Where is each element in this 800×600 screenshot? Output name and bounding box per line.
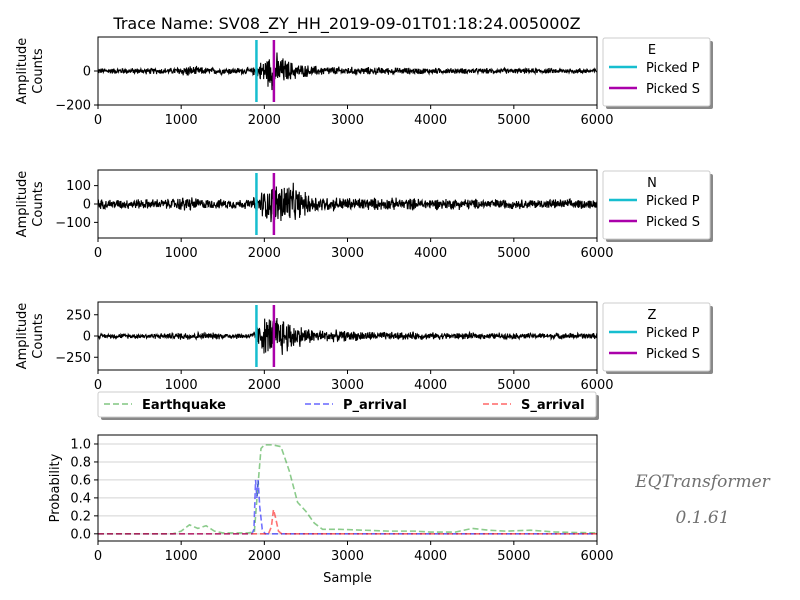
legend-label: Picked S bbox=[646, 82, 700, 97]
panel-probability bbox=[94, 391, 599, 545]
x-tick-label: 5000 bbox=[497, 113, 530, 128]
y-axis-label: Probability bbox=[48, 453, 63, 522]
x-tick-label: 0 bbox=[94, 378, 102, 393]
series-p-arrival bbox=[98, 479, 597, 535]
x-axis-label: Sample bbox=[323, 571, 372, 586]
y-tick-label: −250 bbox=[55, 351, 91, 366]
y-axis-unit-label: Counts bbox=[31, 48, 46, 94]
y-axis-label: Amplitude bbox=[15, 171, 30, 238]
y-tick-label: 0.2 bbox=[70, 509, 91, 524]
x-tick-label: 2000 bbox=[248, 549, 281, 564]
x-tick-label: 6000 bbox=[580, 549, 613, 564]
x-tick-label: 3000 bbox=[331, 113, 364, 128]
y-axis-unit-label: Counts bbox=[31, 313, 46, 359]
x-tick-label: 5000 bbox=[497, 246, 530, 261]
version-signature: 0.1.61 bbox=[675, 508, 730, 528]
series-earthquake bbox=[98, 444, 598, 535]
x-tick-label: 3000 bbox=[331, 378, 364, 393]
y-tick-label: 0.8 bbox=[70, 455, 91, 470]
y-tick-label: 0.4 bbox=[70, 491, 91, 506]
series-s-arrival bbox=[98, 509, 597, 535]
x-tick-label: 6000 bbox=[580, 246, 613, 261]
y-axis-label: Amplitude bbox=[15, 38, 30, 105]
legend-label: Picked P bbox=[646, 194, 700, 209]
y-tick-label: 250 bbox=[66, 308, 91, 323]
y-axis-unit-label: Counts bbox=[31, 181, 46, 227]
x-tick-label: 4000 bbox=[414, 378, 447, 393]
legend-box bbox=[97, 391, 597, 418]
x-tick-label: 5000 bbox=[497, 549, 530, 564]
legend-label: Picked S bbox=[646, 347, 700, 362]
x-tick-label: 6000 bbox=[580, 113, 613, 128]
axes-frame bbox=[97, 434, 598, 542]
x-tick-label: 0 bbox=[94, 549, 102, 564]
x-tick-label: 2000 bbox=[248, 378, 281, 393]
y-axis-label: Amplitude bbox=[15, 303, 30, 370]
legend-label: Picked P bbox=[646, 326, 700, 341]
x-tick-label: 1000 bbox=[165, 246, 198, 261]
legend-label: Picked P bbox=[646, 61, 700, 76]
x-tick-label: 2000 bbox=[248, 113, 281, 128]
x-tick-label: 3000 bbox=[331, 549, 364, 564]
y-tick-label: −100 bbox=[55, 216, 91, 231]
x-tick-label: 1000 bbox=[165, 549, 198, 564]
figure-title: Trace Name: SV08_ZY_HH_2019-09-01T01:18:… bbox=[112, 14, 580, 34]
panel-e bbox=[94, 36, 713, 109]
panel-n bbox=[94, 169, 713, 242]
x-tick-label: 0 bbox=[94, 246, 102, 261]
y-tick-label: 0 bbox=[83, 65, 91, 80]
legend-title: E bbox=[648, 43, 656, 58]
x-tick-label: 4000 bbox=[414, 246, 447, 261]
y-tick-label: 1.0 bbox=[70, 437, 91, 452]
x-tick-label: 6000 bbox=[580, 378, 613, 393]
x-tick-label: 0 bbox=[94, 113, 102, 128]
x-tick-label: 1000 bbox=[165, 378, 198, 393]
legend-title: Z bbox=[648, 308, 657, 323]
y-tick-label: 0 bbox=[83, 198, 91, 213]
x-tick-label: 4000 bbox=[414, 549, 447, 564]
legend-label: Earthquake bbox=[142, 398, 226, 413]
waveform-trace bbox=[97, 52, 598, 91]
x-tick-label: 4000 bbox=[414, 113, 447, 128]
legend-title: N bbox=[647, 176, 657, 191]
y-tick-label: −200 bbox=[55, 99, 91, 114]
x-tick-label: 3000 bbox=[331, 246, 364, 261]
waveform-trace bbox=[97, 317, 598, 355]
waveform-trace bbox=[97, 182, 598, 223]
legend-label: Picked S bbox=[646, 215, 700, 230]
y-tick-label: 0.6 bbox=[70, 473, 91, 488]
eqtransformer-signature: EQTransformer bbox=[635, 472, 770, 492]
panel-z bbox=[94, 301, 713, 374]
y-tick-label: 100 bbox=[66, 179, 91, 194]
legend-label: P_arrival bbox=[343, 398, 407, 413]
x-tick-label: 5000 bbox=[497, 378, 530, 393]
x-tick-label: 2000 bbox=[248, 246, 281, 261]
y-tick-label: 0 bbox=[83, 330, 91, 345]
x-tick-label: 1000 bbox=[165, 113, 198, 128]
legend-label: S_arrival bbox=[521, 398, 585, 413]
y-tick-label: 0.0 bbox=[70, 527, 91, 542]
